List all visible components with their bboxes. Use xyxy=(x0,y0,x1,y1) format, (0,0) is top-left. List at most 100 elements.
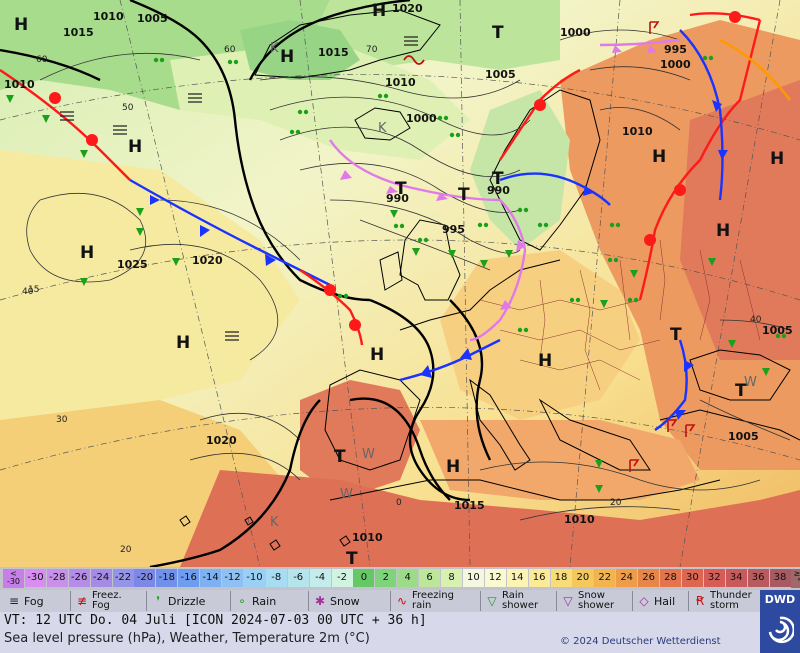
svg-text:995: 995 xyxy=(664,43,687,56)
svg-text:1005: 1005 xyxy=(762,324,793,337)
scale-cell: -30 xyxy=(24,569,46,587)
cold-front-east xyxy=(679,29,724,201)
svg-text:1015: 1015 xyxy=(454,499,485,512)
legend-label: Rain shower xyxy=(502,590,539,611)
high-label: H xyxy=(372,1,386,21)
dwd-swirl-icon xyxy=(768,616,794,644)
low-label: T xyxy=(735,381,747,401)
svg-text:0: 0 xyxy=(396,498,402,508)
weather-map: H H H H H H H H H H H T T T T T T T T H … xyxy=(0,0,800,567)
legend-label: Snow shower xyxy=(578,590,615,611)
legend-item: ▽ Rain shower xyxy=(480,591,538,611)
high-label: H xyxy=(446,457,460,477)
turkey-coast xyxy=(659,409,800,441)
british-isles-coast xyxy=(399,219,461,301)
central-europe-yellow xyxy=(440,250,640,420)
scale-cell: 0 xyxy=(353,569,375,587)
svg-text:K: K xyxy=(270,41,279,56)
scale-cell: 4 xyxy=(397,569,419,587)
svg-text:1020: 1020 xyxy=(206,434,237,447)
scale-cell: -8 xyxy=(265,569,287,587)
legend-label: Snow xyxy=(330,594,360,608)
scale-cell: -16 xyxy=(178,569,200,587)
legend-label: Freez. Fog xyxy=(92,590,122,611)
fronts xyxy=(0,12,791,431)
dwd-logo-text: DWD xyxy=(764,593,796,606)
svg-text:70: 70 xyxy=(366,45,378,55)
scale-cell: 14 xyxy=(506,569,528,587)
scale-cell: 16 xyxy=(528,569,550,587)
svg-text:1005: 1005 xyxy=(485,68,516,81)
scale-cell: 6 xyxy=(419,569,441,587)
high-label: H xyxy=(370,345,384,365)
valid-time: VT: 12 UTC Do. 04 Juli [ICON 2024-07-03 … xyxy=(4,613,427,628)
occluded-front-north xyxy=(329,139,527,342)
cold-front-scandinavia xyxy=(499,172,611,206)
low-label: T xyxy=(395,179,407,199)
west-atlantic-yellow xyxy=(0,150,300,420)
copyright: © 2024 Deutscher Wetterdienst xyxy=(560,636,721,647)
iberia-red xyxy=(300,380,420,500)
low-label: T xyxy=(492,23,504,43)
svg-text:1010: 1010 xyxy=(385,76,416,89)
temperature-values: 60 50 15 40 30 20 60 70 40 20 0 xyxy=(22,45,762,555)
svg-text:K: K xyxy=(378,121,387,136)
precip-symbols xyxy=(153,55,787,339)
scale-cell: 2 xyxy=(375,569,397,587)
scale-cell: 36 xyxy=(747,569,769,587)
balkans-coast xyxy=(538,398,651,471)
pressure-centres: H H H H H H H H H H H T T T T T T T T H xyxy=(14,1,784,567)
svg-text:990: 990 xyxy=(386,192,409,205)
black-sea-coast xyxy=(689,349,791,401)
svg-text:1015: 1015 xyxy=(318,46,349,59)
scale-cell: 26 xyxy=(638,569,660,587)
svg-text:40: 40 xyxy=(750,315,762,325)
legend-item: ∿ Freezing rain xyxy=(390,591,454,611)
svg-text:60: 60 xyxy=(224,45,236,55)
islands xyxy=(179,515,351,551)
svg-text:1020: 1020 xyxy=(192,254,223,267)
far-east-red xyxy=(680,80,800,360)
high-label: H xyxy=(80,243,94,263)
scale-cell: 32 xyxy=(703,569,725,587)
freezing-rain-symbol xyxy=(403,55,425,65)
scale-cell: < -30 xyxy=(3,569,24,588)
svg-text:1000: 1000 xyxy=(560,26,591,39)
svg-text:1010: 1010 xyxy=(622,125,653,138)
snow-icon: ✱ xyxy=(314,594,326,608)
scale-cell: ≥40 °C xyxy=(791,569,800,588)
scale-cell: -4 xyxy=(309,569,331,587)
front-symbols xyxy=(49,11,741,420)
scale-cell: -18 xyxy=(156,569,178,587)
scale-cell: 24 xyxy=(616,569,638,587)
high-label: H xyxy=(280,47,294,67)
svg-text:995: 995 xyxy=(442,223,465,236)
iceland-coast xyxy=(354,107,411,141)
svg-text:W: W xyxy=(340,487,353,502)
orange-trough xyxy=(719,38,791,101)
svg-text:1010: 1010 xyxy=(564,513,595,526)
svg-text:40: 40 xyxy=(22,287,34,297)
svg-text:60: 60 xyxy=(36,55,48,65)
svg-text:1000: 1000 xyxy=(406,112,437,125)
legend-item: ◇ Hail xyxy=(632,591,675,611)
svg-text:1010: 1010 xyxy=(93,10,124,23)
legend-item: ▽ Snow shower xyxy=(556,591,614,611)
italy-coast xyxy=(469,378,531,471)
fog-symbols xyxy=(60,36,418,341)
low-label: T xyxy=(458,185,470,205)
legend-label: Fog xyxy=(24,594,44,608)
scale-cell: -14 xyxy=(200,569,222,587)
scale-cell: -12 xyxy=(222,569,243,587)
rain-icon: ∘ xyxy=(238,594,246,608)
map-subtitle: Sea level pressure (hPa), Weather, Tempe… xyxy=(4,631,370,646)
scale-cell: -26 xyxy=(68,569,90,587)
high-label: H xyxy=(128,137,142,157)
scandinavia-coast xyxy=(489,89,601,251)
rain-shower-icon: ▽ xyxy=(487,594,497,608)
legend-item: ✱ Snow xyxy=(308,591,360,611)
scale-cell: 10 xyxy=(462,569,484,587)
warm-front-biscay xyxy=(299,269,364,346)
scale-cell: 22 xyxy=(594,569,616,587)
scale-cell: -2 xyxy=(331,569,353,587)
